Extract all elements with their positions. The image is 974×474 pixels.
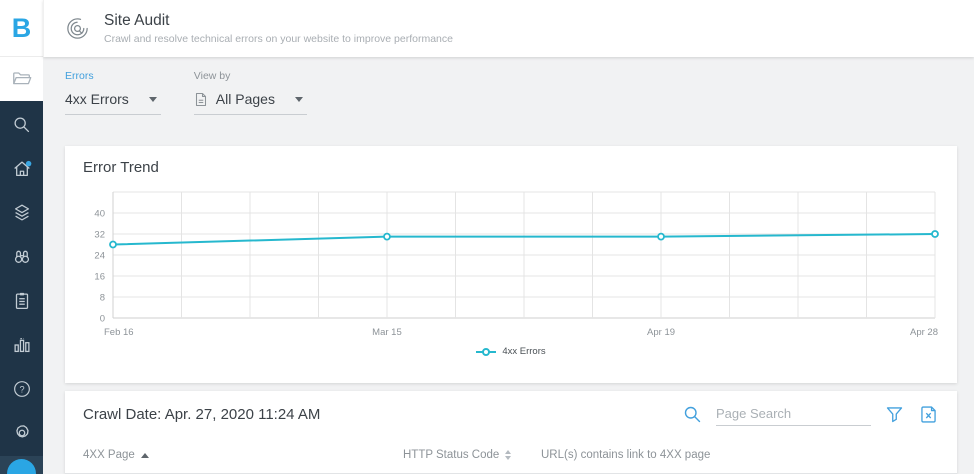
filter-button[interactable] — [884, 404, 905, 425]
crawl-toolbar: Crawl Date: Apr. 27, 2020 11:24 AM — [65, 391, 957, 437]
page-icon — [195, 92, 206, 106]
sidebar-item-reports[interactable] — [0, 279, 43, 323]
view-by-filter-dropdown[interactable]: All Pages — [193, 91, 307, 115]
search-icon — [13, 117, 29, 133]
export-button[interactable] — [918, 404, 939, 425]
sidebar-item-settings[interactable] — [0, 411, 43, 455]
column-header-4xx-page[interactable]: 4XX Page — [83, 449, 403, 461]
svg-text:24: 24 — [94, 251, 105, 262]
page-subtitle: Crawl and resolve technical errors on yo… — [104, 33, 453, 45]
sort-ascending-icon — [140, 452, 149, 458]
crawl-actions — [682, 402, 939, 426]
page-title: Site Audit — [104, 12, 170, 29]
errors-filter-group: Errors 4xx Errors — [65, 70, 161, 133]
svg-text:32: 32 — [94, 230, 105, 241]
sidebar-item-search[interactable] — [0, 103, 43, 147]
help-icon: ? — [13, 381, 30, 397]
errors-filter-value: 4xx Errors — [65, 91, 129, 107]
brand-logo[interactable]: B — [0, 0, 43, 57]
errors-filter-dropdown[interactable]: 4xx Errors — [65, 91, 161, 115]
svg-text:16: 16 — [94, 272, 105, 283]
column-label: 4XX Page — [83, 449, 135, 461]
view-by-filter-group: View by All Pages — [193, 70, 307, 133]
brand-logo-letter: B — [11, 12, 32, 43]
legend-marker — [476, 347, 497, 356]
svg-text:Feb 16: Feb 16 — [104, 327, 134, 338]
user-avatar[interactable] — [7, 459, 36, 474]
column-header-urls-contain-link: URL(s) contains link to 4XX page — [541, 449, 939, 461]
search-icon — [684, 406, 701, 422]
svg-text:Mar 15: Mar 15 — [372, 327, 402, 338]
sort-icons — [505, 450, 512, 460]
legend-label: 4xx Errors — [502, 346, 546, 357]
chart-title: Error Trend — [83, 159, 159, 176]
bar-chart-icon — [13, 337, 30, 353]
chevron-down-icon — [148, 96, 157, 102]
folder-icon — [12, 72, 31, 85]
sidebar-user-section — [0, 456, 43, 474]
report-icon — [15, 292, 28, 309]
view-by-filter-value: All Pages — [215, 91, 275, 107]
sidebar: B — [0, 0, 43, 474]
sidebar-nav: ? — [0, 101, 43, 474]
errors-filter-label: Errors — [65, 70, 94, 82]
sidebar-item-projects[interactable] — [0, 57, 43, 101]
sidebar-item-rankings[interactable] — [0, 323, 43, 367]
home-icon — [13, 160, 31, 177]
svg-text:40: 40 — [94, 209, 105, 220]
page-search-button[interactable] — [682, 404, 703, 425]
site-audit-radar-icon — [67, 18, 88, 39]
filter-bar: Errors 4xx Errors View by All Pages — [65, 57, 957, 133]
settings-icon — [15, 425, 29, 438]
column-label: HTTP Status Code — [403, 449, 500, 461]
svg-text:Apr 19: Apr 19 — [647, 327, 675, 338]
filter-funnel-icon — [886, 406, 903, 422]
page-header: Site Audit Crawl and resolve technical e… — [43, 0, 974, 57]
export-excel-icon — [921, 405, 936, 423]
notification-dot — [25, 160, 31, 167]
sidebar-item-layers[interactable] — [0, 191, 43, 235]
page-search-input[interactable] — [716, 402, 871, 426]
column-label: URL(s) contains link to 4XX page — [541, 449, 711, 461]
chart-legend[interactable]: 4xx Errors — [83, 346, 939, 357]
svg-text:0: 0 — [100, 314, 105, 325]
view-by-filter-label: View by — [193, 70, 231, 82]
sidebar-item-research[interactable] — [0, 235, 43, 279]
sidebar-item-home[interactable] — [0, 147, 43, 191]
binoculars-icon — [14, 250, 29, 263]
error-trend-chart: 0 8 16 24 32 40 Feb 16 Mar 15 Apr 19 Apr 28 — [83, 184, 939, 340]
svg-text:8: 8 — [100, 293, 105, 304]
svg-text:Apr 28: Apr 28 — [910, 327, 938, 338]
main-area: Site Audit Crawl and resolve technical e… — [43, 0, 974, 474]
content: Errors 4xx Errors View by All Pages — [43, 57, 974, 474]
svg-text:?: ? — [19, 384, 24, 394]
error-trend-card: Error Trend 0 8 16 24 32 40 Feb 16 Mar 15 Apr 19… — [65, 146, 957, 383]
table-header-row: 4XX Page HTTP Status Code URL(s) contain… — [65, 437, 957, 474]
crawl-results-card: Crawl Date: Apr. 27, 2020 11:24 AM — [65, 391, 957, 474]
layers-icon — [14, 204, 29, 221]
chevron-down-icon — [294, 96, 303, 102]
header-title-block: Site Audit Crawl and resolve technical e… — [104, 12, 453, 45]
crawl-date-label: Crawl Date: Apr. 27, 2020 11:24 AM — [83, 405, 321, 423]
sidebar-item-help[interactable]: ? — [0, 367, 43, 411]
column-header-http-status-code[interactable]: HTTP Status Code — [403, 449, 541, 461]
